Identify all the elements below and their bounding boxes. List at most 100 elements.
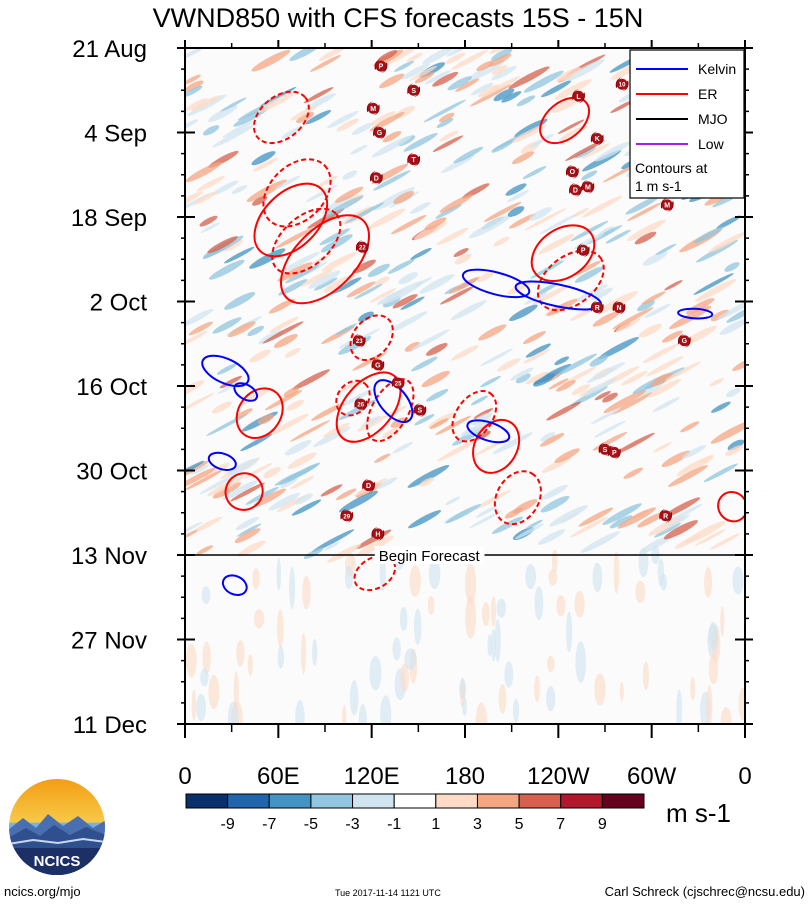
- wind-streak: [703, 463, 738, 483]
- wind-streak: [303, 547, 324, 559]
- wind-streak: [192, 516, 222, 533]
- wind-streak: [207, 236, 238, 254]
- wind-streak: [369, 111, 405, 132]
- wind-streak: [240, 433, 273, 452]
- wind-streak: [468, 214, 512, 239]
- wind-streak: [352, 259, 376, 274]
- y-tick-label: 27 Nov: [71, 628, 147, 655]
- kelvin-contour: [461, 268, 531, 299]
- wind-streak: [199, 215, 218, 227]
- wind-streak: [327, 110, 359, 129]
- wind-streak: [285, 264, 320, 284]
- wind-streak: [483, 201, 522, 222]
- wind-streak: [374, 276, 390, 286]
- wind-streak: [532, 283, 571, 306]
- wind-streak: [372, 170, 411, 191]
- wind-streak: [525, 371, 548, 385]
- storm-marker: O: [565, 164, 579, 179]
- wind-streak: [185, 48, 205, 58]
- wind-streak: [361, 415, 381, 427]
- wind-streak: [371, 135, 412, 158]
- wind-streak: [334, 186, 364, 203]
- wind-streak: [321, 195, 364, 219]
- wind-streak: [290, 105, 317, 121]
- wind-streak: [490, 48, 513, 62]
- storm-marker: 25: [391, 375, 405, 390]
- wind-streak: [491, 65, 517, 81]
- wind-streak: [555, 67, 582, 82]
- wind-streak: [427, 595, 435, 615]
- wind-streak: [424, 217, 447, 231]
- wind-streak: [516, 95, 536, 107]
- wind-streak: [602, 503, 642, 525]
- wind-streak: [435, 204, 462, 219]
- storm-label: R: [595, 305, 600, 312]
- wind-streak: [534, 586, 544, 621]
- wind-streak: [231, 184, 248, 195]
- wind-streak: [529, 133, 555, 148]
- storm-eye: [356, 241, 368, 253]
- y-tick-label: 4 Sep: [84, 121, 147, 148]
- storm-eye: [599, 443, 611, 455]
- wind-streak: [278, 279, 308, 296]
- wind-streak: [196, 175, 225, 192]
- wind-streak: [617, 507, 656, 529]
- wind-streak: [287, 452, 317, 469]
- wind-streak: [305, 110, 332, 125]
- wind-streak: [476, 271, 494, 283]
- wind-streak: [440, 154, 475, 174]
- wind-streak: [664, 361, 702, 381]
- wind-streak: [525, 519, 543, 530]
- wind-streak: [455, 78, 480, 92]
- wind-field: [185, 48, 745, 724]
- wind-streak: [514, 118, 548, 138]
- er-contour: [252, 90, 310, 145]
- wind-streak: [422, 48, 454, 65]
- legend: Kelvin ER MJO Low Contours at 1 m s-1: [629, 49, 745, 199]
- wind-streak: [219, 375, 242, 389]
- footer-url[interactable]: ncics.org/mjo: [4, 884, 81, 899]
- wind-streak: [424, 70, 452, 85]
- colorbar-cell: [352, 793, 395, 809]
- wind-streak: [571, 384, 590, 396]
- colorbar-cell: [393, 793, 437, 809]
- wind-streak: [268, 298, 295, 314]
- wind-streak: [196, 545, 213, 555]
- wind-streak: [704, 567, 713, 598]
- wind-streak: [709, 533, 740, 550]
- wind-streak: [621, 370, 648, 386]
- kelvin-contour: [677, 307, 714, 320]
- wind-streak: [674, 534, 701, 549]
- wind-streak: [310, 54, 342, 72]
- storm-label: G: [375, 362, 381, 369]
- wind-streak: [706, 685, 713, 724]
- wind-streak: [508, 213, 536, 229]
- wind-streak: [236, 640, 245, 667]
- storm-label: 23: [356, 339, 363, 345]
- wind-streak: [583, 377, 617, 397]
- wind-streak: [277, 609, 284, 648]
- colorbar-label: 7: [556, 816, 565, 833]
- wind-streak: [470, 395, 488, 406]
- wind-streak: [453, 248, 469, 257]
- wind-streak: [327, 544, 361, 563]
- wind-streak: [312, 638, 318, 666]
- wind-streak: [308, 270, 341, 289]
- wind-streak: [202, 641, 211, 675]
- wind-streak: [708, 654, 719, 685]
- wind-streak: [465, 596, 476, 639]
- wind-streak: [541, 484, 568, 500]
- wind-streak: [724, 262, 740, 272]
- wind-streak: [654, 522, 681, 538]
- wind-streak: [547, 655, 555, 673]
- wind-streak: [522, 331, 546, 345]
- wind-streak: [488, 53, 512, 67]
- wind-streak: [292, 369, 330, 390]
- wind-streak: [234, 408, 253, 419]
- wind-streak: [575, 146, 597, 159]
- wind-streak: [450, 300, 487, 321]
- wind-streak: [379, 73, 405, 89]
- wind-streak: [574, 266, 604, 283]
- wind-streak: [668, 465, 708, 487]
- er-contour: [271, 207, 342, 275]
